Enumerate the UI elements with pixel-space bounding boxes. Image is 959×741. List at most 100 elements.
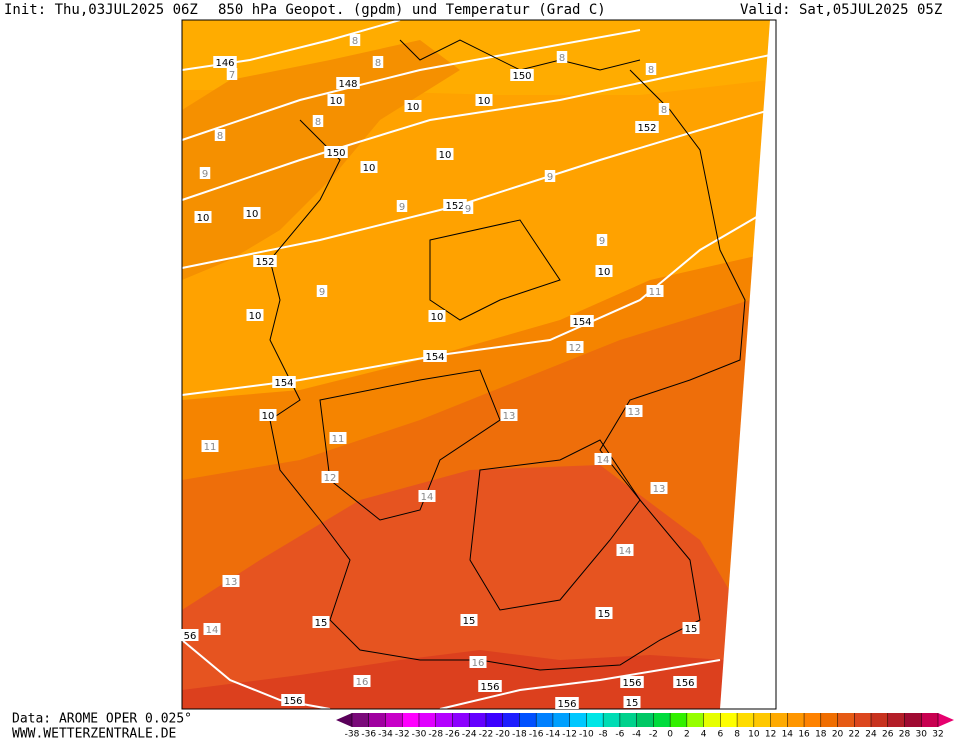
isotherm-label: 13	[225, 577, 238, 588]
geopotential-label-box	[324, 146, 348, 158]
geopotential-label: 15	[598, 609, 611, 620]
colorbar-box	[686, 713, 704, 727]
isotherm-label-box	[594, 453, 612, 465]
geopotential-label: 152	[637, 123, 656, 134]
colorbar-label: 4	[701, 730, 707, 740]
isohypse	[181, 54, 771, 201]
colorbar-label: -8	[599, 730, 608, 740]
isotherm-label-box	[222, 575, 240, 587]
colorbar-box	[670, 713, 687, 727]
isotherm-label: 8	[648, 65, 654, 76]
colorbar-box	[603, 713, 620, 727]
isotherm-label: 12	[569, 343, 582, 354]
geopotential-label: 154	[572, 317, 591, 328]
isotherm-label-box	[214, 129, 226, 141]
isotherm-label: 8	[375, 58, 381, 69]
geopotential-label-box	[570, 315, 594, 327]
geopotential-label-box	[312, 616, 330, 628]
colorbar-label: -16	[529, 730, 544, 740]
isotherm-label-box	[312, 115, 324, 127]
isotherm-label-box	[596, 234, 608, 246]
colorbar-label: -2	[649, 730, 658, 740]
geopotential-label-box	[475, 94, 493, 106]
isotherm-label: 12	[324, 473, 337, 484]
colorbar-box	[737, 713, 754, 727]
geopotential-label-box	[272, 376, 296, 388]
geopotential-label: 10	[363, 163, 376, 174]
colorbar-box	[402, 713, 419, 727]
colorbar-box	[536, 713, 553, 727]
geopotential-label: 10	[197, 213, 210, 224]
geopotential-label-box	[243, 207, 261, 219]
geopotential-label-box	[181, 629, 199, 641]
isotherm-label: 8	[315, 117, 321, 128]
init-time: Init: Thu,03JUL2025 06Z	[4, 2, 198, 18]
geopotential-label-box	[404, 100, 422, 112]
isotherm-label-box	[566, 341, 584, 353]
isotherm-label-box	[658, 103, 670, 115]
colorbar-label: 20	[832, 730, 844, 740]
geopotential-label: 148	[338, 79, 357, 90]
geopotential-label-box	[428, 310, 446, 322]
geopotential-label-box	[253, 255, 277, 267]
colorbar-label: -36	[361, 730, 376, 740]
geopotential-label-box	[259, 409, 277, 421]
colorbar-box	[569, 713, 587, 727]
geopotential-label-box	[460, 614, 478, 626]
geopotential-label-box	[281, 694, 305, 706]
geopotential-label-box	[327, 94, 345, 106]
geopotential-label-box	[194, 211, 212, 223]
colorbar-box	[837, 713, 855, 727]
colorbar-box	[352, 713, 369, 727]
geopotential-label-box	[635, 121, 659, 133]
colorbar-label: -10	[579, 730, 594, 740]
colorbar-box	[619, 713, 637, 727]
valid-time: Valid: Sat,05JUL2025 05Z	[740, 2, 942, 18]
colorbar-box	[887, 713, 905, 727]
colorbar-box	[804, 713, 821, 727]
state-border	[319, 369, 501, 521]
colorbar-label: 6	[717, 730, 723, 740]
isotherm-label: 9	[465, 204, 471, 215]
isohypse	[439, 659, 721, 710]
colorbar-label: -12	[562, 730, 577, 740]
website: WWW.WETTERZENTRALE.DE	[12, 727, 176, 741]
isotherm-label: 16	[472, 658, 485, 669]
colorbar-label: -22	[479, 730, 494, 740]
geopotential-label-box	[595, 607, 613, 619]
colorbar-label: 28	[899, 730, 911, 740]
geopotential-label: 15	[315, 618, 328, 629]
isotherm-label: 11	[649, 287, 662, 298]
geopotential-label: 10	[330, 96, 343, 107]
geopotential-label-box	[620, 676, 644, 688]
geopotential-label-box	[336, 77, 360, 89]
colorbar-box	[820, 713, 838, 727]
geopotential-label-box	[623, 696, 641, 708]
isotherm-label-box	[349, 34, 361, 46]
colorbar-label: 14	[782, 730, 794, 740]
colorbar-label: 32	[932, 730, 943, 740]
geopotential-label: 10	[431, 312, 444, 323]
isotherm-label-box	[321, 471, 339, 483]
colorbar-box	[921, 713, 938, 727]
isotherm-label: 7	[229, 70, 235, 81]
geopotential-label: 56	[184, 631, 197, 642]
isotherm-label-box	[645, 63, 657, 75]
colorbar-box	[653, 713, 671, 727]
isotherm-label: 13	[653, 484, 666, 495]
geopotential-label: 10	[407, 102, 420, 113]
colorbar-label: -34	[378, 730, 393, 740]
colorbar-label: 30	[916, 730, 928, 740]
geopotential-label-box	[213, 56, 237, 68]
isotherm-label: 13	[503, 411, 516, 422]
geopotential-label: 152	[445, 201, 464, 212]
geopotential-label: 15	[626, 698, 639, 709]
colorbar-label: -28	[428, 730, 443, 740]
geopotential-label-box	[423, 350, 447, 362]
geopotential-label: 10	[249, 311, 262, 322]
isotherm-label-box	[650, 482, 668, 494]
isohypse	[181, 29, 641, 141]
geopotential-label-box	[673, 676, 697, 688]
colorbar-label: -6	[615, 730, 624, 740]
